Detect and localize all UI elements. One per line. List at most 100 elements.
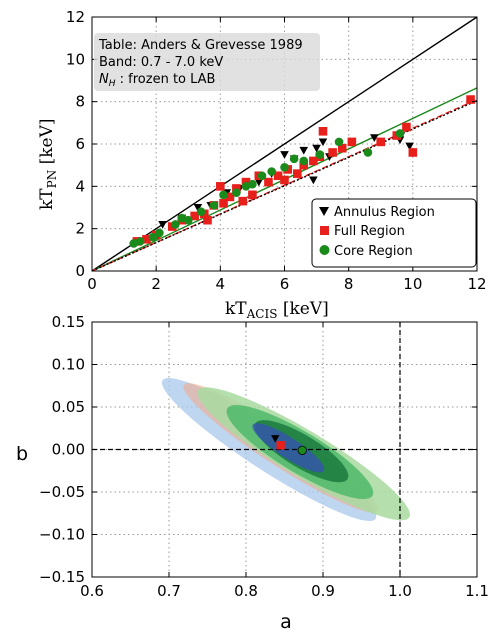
core-point	[395, 129, 405, 138]
legend-marker-full	[320, 226, 329, 235]
full-point	[225, 192, 235, 202]
annulus-fit-point	[271, 435, 280, 443]
core-point	[135, 237, 145, 246]
annulus-point	[309, 176, 318, 185]
core-point	[280, 162, 289, 172]
bottom-x-tick-label: 0.9	[311, 582, 335, 600]
top-y-tick-label: 0	[75, 262, 85, 280]
top-x-label-sub: ACIS	[246, 307, 278, 321]
annotation-line-3: NH : frozen to LAB	[99, 72, 215, 89]
core-point	[334, 137, 344, 147]
one-to-one-line	[91, 16, 478, 272]
full-point	[402, 122, 411, 132]
full-point	[248, 190, 257, 200]
core-point	[289, 154, 299, 164]
top-y-tick-label: 2	[75, 220, 85, 238]
annotation-nh-text: : frozen to LAB	[116, 72, 216, 87]
annulus-point	[299, 146, 309, 155]
top-x-tick-label: 8	[344, 275, 354, 293]
bottom-y-tick-label: 0.00	[52, 441, 85, 459]
full-point	[347, 137, 357, 147]
bottom-ticks: 0.6 0.7 0.8 0.9 1.0 1.1 0.15 0.10 0.05 0.00 −0.05 −…	[39, 313, 489, 600]
annulus-point	[280, 151, 289, 159]
top-ticks: 0 2 4 6 8 10 12 0 2 4 6 8 10 12	[66, 8, 487, 293]
top-y-tick-label: 10	[66, 50, 85, 68]
core-point	[363, 148, 373, 157]
full-point	[466, 95, 475, 104]
core-point	[232, 188, 241, 197]
bottom-x-tick-label: 1.1	[465, 582, 489, 600]
top-data-points	[129, 95, 475, 248]
full-point	[238, 196, 248, 206]
legend-label-full: Full Region	[334, 224, 405, 239]
core-fit-point	[297, 445, 307, 455]
top-x-label-unit: [keV]	[277, 299, 328, 319]
annulus-point	[158, 220, 167, 229]
top-y-tick-label: 6	[75, 135, 85, 153]
annulus-point	[370, 134, 379, 142]
bottom-reference-lines	[92, 322, 477, 577]
core-point	[299, 156, 309, 166]
full-point	[219, 198, 228, 208]
full-point	[293, 169, 302, 178]
top-x-tick-label: 6	[280, 275, 290, 293]
annotation-box: Table: Anders & Grevesse 1989 Band: 0.7 …	[94, 33, 320, 91]
full-point	[309, 156, 318, 166]
top-x-tick-label: 10	[403, 275, 422, 293]
bottom-x-tick-label: 0.7	[157, 582, 181, 600]
core-point	[148, 232, 158, 242]
core-point	[257, 171, 267, 181]
bottom-x-tick-label: 0.8	[234, 582, 258, 600]
top-y-label-main: kT	[37, 188, 57, 210]
legend-marker-annulus	[319, 207, 329, 216]
annotation-nh-subscript: H	[109, 79, 116, 89]
core-point	[315, 150, 325, 159]
annotation-background	[94, 33, 320, 91]
core-point	[183, 215, 193, 225]
core-point	[248, 179, 257, 189]
legend-frame	[311, 198, 477, 268]
top-y-axis-label: kTPN [keV]	[37, 118, 59, 210]
annulus-point	[254, 178, 264, 187]
top-reference-line	[91, 16, 478, 272]
full-point	[408, 148, 418, 157]
annulus-point	[318, 138, 328, 147]
full-point	[216, 182, 225, 191]
annulus-point	[312, 144, 321, 153]
core-point	[155, 228, 164, 238]
top-x-axis-label: kTACIS [keV]	[225, 299, 329, 321]
full-point	[337, 143, 347, 153]
top-x-tick-label: 4	[216, 275, 226, 293]
bottom-y-tick-label: −0.10	[39, 526, 85, 544]
top-y-tick-label: 8	[75, 93, 85, 111]
core-point	[171, 220, 180, 229]
bottom-y-tick-label: 0.10	[52, 356, 85, 374]
top-panel: 0 2 4 6 8 10 12 0 2 4 6 8 10 12 Table: Anders & Greve…	[37, 8, 487, 321]
top-x-tick-label: 2	[151, 275, 161, 293]
legend: Annulus Region Full Region Core Region	[311, 198, 477, 268]
full-point	[280, 175, 289, 185]
bottom-y-axis-label: b	[16, 443, 28, 465]
full-fit-point	[276, 441, 285, 450]
bottom-x-tick-label: 1.0	[388, 582, 412, 600]
bottom-x-tick-label: 0.6	[80, 582, 104, 600]
full-point	[203, 215, 212, 225]
fit-line	[91, 98, 478, 272]
top-y-label-sub: PN	[45, 170, 59, 189]
bottom-panel: 0.6 0.7 0.8 0.9 1.0 1.1 0.15 0.10 0.05 0.00 −0.05 −…	[16, 313, 489, 633]
top-x-label-main: kT	[225, 299, 247, 319]
top-x-tick-label: 12	[467, 275, 486, 293]
core-point	[267, 167, 276, 176]
bottom-y-tick-label: −0.15	[39, 568, 85, 586]
core-point	[209, 201, 219, 210]
confidence-ellipse	[252, 423, 325, 473]
core-point	[196, 207, 206, 217]
full-point	[190, 211, 199, 221]
bottom-y-tick-label: 0.05	[52, 398, 85, 416]
annotation-line-2: Band: 0.7 - 7.0 keV	[99, 55, 223, 70]
annotation-nh-symbol: N	[99, 72, 109, 87]
legend-marker-core	[319, 245, 330, 255]
full-point	[142, 234, 151, 244]
bottom-data-points	[271, 435, 307, 455]
